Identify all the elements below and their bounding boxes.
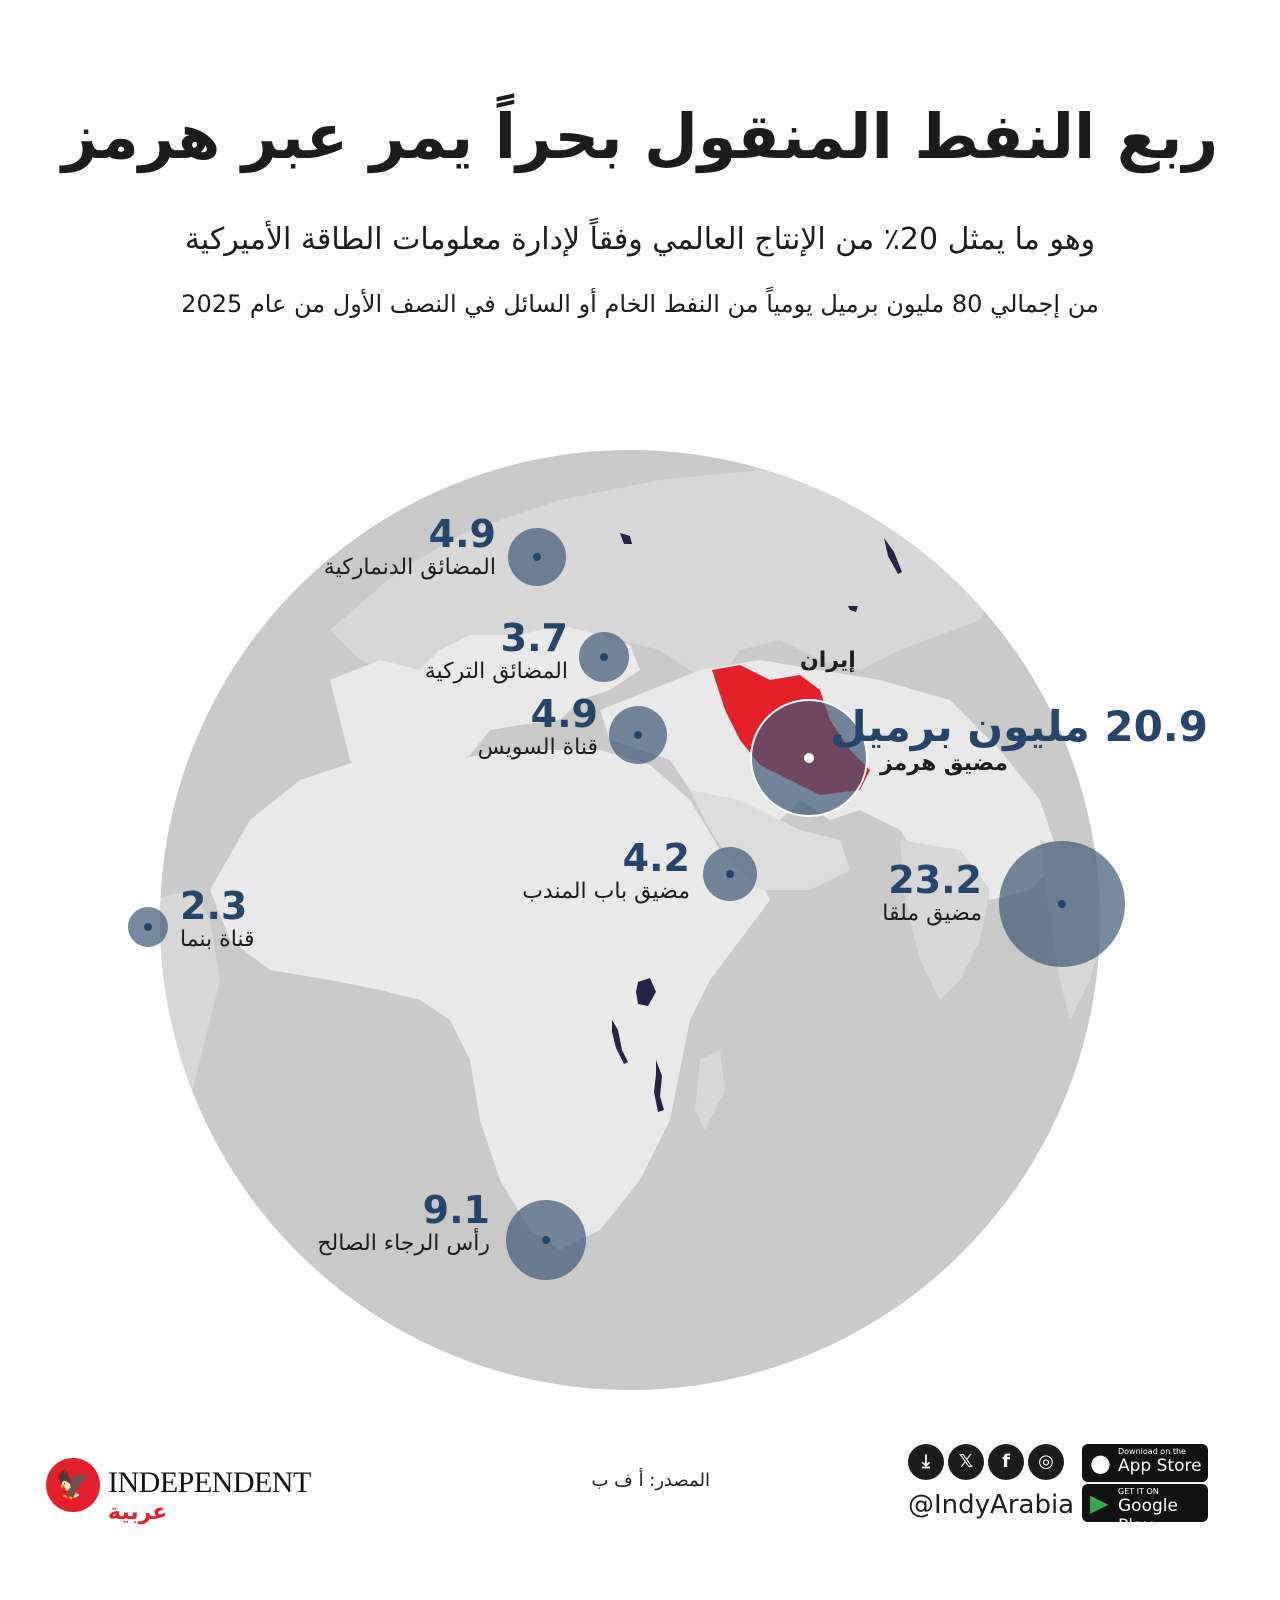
source-note: المصدر: أ ف ب <box>591 1470 710 1491</box>
apple-icon: ● <box>1090 1449 1111 1477</box>
brand-name: INDEPENDENT <box>108 1466 311 1499</box>
subtitle: وهو ما يمثل 20٪ من الإنتاج العالمي وفقاً… <box>184 222 1096 257</box>
google-play-badge[interactable]: ▶ GET IT ON Google Play <box>1082 1484 1208 1536</box>
iran-label: إيران <box>800 648 856 673</box>
globe-svg <box>128 450 1125 1390</box>
page-title: ربع النفط المنقول بحراً يمر عبر هرمز <box>61 100 1219 173</box>
chokepoint-name: مضيق باب المندب <box>522 879 690 904</box>
download-icon[interactable]: ⤓ <box>908 1444 944 1480</box>
chokepoint-name: مضيق هرمز <box>879 751 1008 776</box>
social-handle[interactable]: @IndyArabia <box>908 1490 1075 1520</box>
facebook-icon[interactable]: f <box>988 1444 1024 1480</box>
independent-arabia-logo[interactable]: 🦅 INDEPENDENT عربية <box>46 1456 346 1536</box>
chokepoint-value: 20.9 مليون برميل <box>830 702 1208 751</box>
chokepoint-name: قناة السويس <box>477 735 598 760</box>
chokepoint-name: قناة بنما <box>180 927 255 952</box>
chokepoint-value: 4.9 <box>530 692 598 736</box>
chokepoint-panama: 2.3 قناة بنما <box>180 886 255 954</box>
subtitle-detail: من إجمالي 80 مليون برميل يومياً من النفط… <box>181 290 1099 318</box>
eagle-icon: 🦅 <box>46 1458 100 1512</box>
chokepoint-suez-canal: 4.9 قناة السويس <box>478 694 598 762</box>
chokepoint-hormuz: 20.9 مليون برميل مضيق هرمز <box>830 704 1208 778</box>
chokepoint-bab-el-mandeb: 4.2 مضيق باب المندب <box>522 838 690 906</box>
app-store-badge[interactable]: ● Download on the App Store <box>1082 1444 1208 1482</box>
globe-map: إيران 4.9 المضائق الدنماركية 3.7 المضائق… <box>0 420 1280 1420</box>
chokepoint-value: 23.2 <box>888 858 982 902</box>
google-play-icon: ▶ <box>1090 1489 1109 1517</box>
chokepoint-name: مضيق ملقا <box>882 901 982 926</box>
x-icon[interactable]: 𝕏 <box>948 1444 984 1480</box>
chokepoint-value: 4.2 <box>622 836 690 880</box>
chokepoint-value: 3.7 <box>500 616 568 660</box>
chokepoint-value: 9.1 <box>422 1188 490 1232</box>
chokepoint-turkish-straits: 3.7 المضائق التركية <box>425 618 568 686</box>
chokepoint-name: المضائق التركية <box>424 659 568 684</box>
chokepoint-value: 2.3 <box>180 884 248 928</box>
chokepoint-value: 4.9 <box>428 512 496 556</box>
chokepoint-danish-straits: 4.9 المضائق الدنماركية <box>324 514 496 582</box>
chokepoint-malacca: 23.2 مضيق ملقا <box>882 860 982 928</box>
chokepoint-good-hope: 9.1 رأس الرجاء الصالح <box>317 1190 490 1258</box>
brand-arabic: عربية <box>108 1500 168 1525</box>
chokepoint-name: رأس الرجاء الصالح <box>317 1231 490 1256</box>
social-links: ⤓ 𝕏 f ◎ @IndyArabia <box>908 1444 1078 1544</box>
chokepoint-name: المضائق الدنماركية <box>323 555 496 580</box>
instagram-icon[interactable]: ◎ <box>1028 1444 1064 1480</box>
